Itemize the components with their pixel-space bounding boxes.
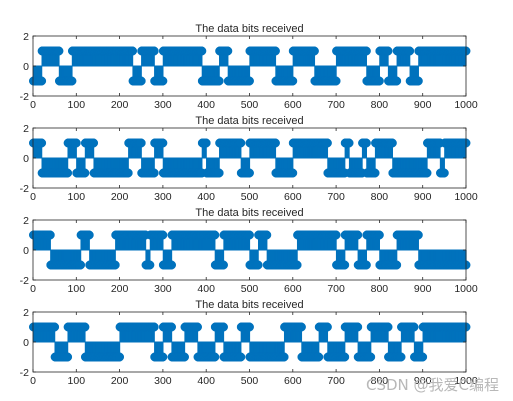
stem-marker [370,168,380,178]
x-tick-label: 500 [241,191,259,203]
y-tick-label: 2 [23,123,29,135]
stem-marker [288,168,298,178]
stem-marker [136,138,146,148]
x-tick-label: 400 [197,99,215,111]
x-tick-label: 600 [284,191,302,203]
stem-marker [214,76,224,86]
stem-marker [201,138,211,148]
subplot-1: The data bits received 0 100 200 300 400 500 60… [20,23,478,111]
stem-marker [223,46,233,56]
y-tick-label: -2 [20,91,29,103]
x-tick-label: 800 [371,191,389,203]
stem-marker [214,168,224,178]
stem-marker [158,76,168,86]
y-tick-label: 2 [23,31,29,43]
x-tick-label: 0 [30,191,36,203]
stem-marker [54,46,64,56]
stem-marker [89,138,99,148]
stem-marker [344,138,354,148]
stem-marker [149,168,159,178]
x-tick-label: 100 [68,99,86,111]
stem-marker [37,76,47,86]
x-tick-label: 500 [241,99,259,111]
stem-marker [288,76,298,86]
stem-marker [310,46,319,56]
x-tick-label: 1000 [454,99,478,111]
x-tick-label: 900 [414,191,432,203]
x-tick-label: 800 [371,99,389,111]
stem-marker [128,46,138,56]
y-tick-label: 0 [23,61,29,73]
x-tick-label: 700 [327,191,345,203]
stem-marker [71,138,81,148]
stem-marker [361,138,371,148]
stem-marker [67,76,77,86]
y-tick-label: -2 [20,183,29,195]
stem-marker [271,46,280,56]
stem-marker [63,168,73,178]
chart-title: The data bits received [195,115,303,127]
stem-marker [439,168,449,178]
stem-marker [405,46,415,56]
stem-marker [123,168,133,178]
stem-marker [413,76,423,86]
stem-marker [383,46,393,56]
stem-marker [374,76,384,86]
x-tick-label: 100 [68,191,86,203]
stem-marker [37,138,47,148]
x-tick-label: 1000 [454,191,478,203]
stem-marker [422,168,432,178]
chart-title: The data bits received [195,207,303,219]
stem-marker [236,138,246,148]
stem-marker [392,76,402,86]
x-tick-label: 700 [327,99,345,111]
x-tick-label: 200 [111,99,129,111]
stem-marker [136,76,146,86]
stem-marker [245,168,254,178]
stem-marker [149,46,159,56]
stem-marker [158,138,168,148]
x-tick-label: 300 [154,99,172,111]
chart-title: The data bits received [195,23,303,35]
stem-marker [331,76,341,86]
stem-marker [361,46,371,56]
x-tick-label: 300 [154,191,172,203]
y-tick-label: 0 [23,153,29,165]
subplot-2: The data bits received 0 100 200 300 400 500 60… [20,115,478,203]
x-tick-label: 600 [284,99,302,111]
stem-marker [271,138,280,148]
stem-marker [197,46,207,56]
x-tick-label: 900 [414,99,432,111]
x-tick-label: 200 [111,191,129,203]
x-tick-label: 0 [30,99,36,111]
stem-marker [387,138,397,148]
stem-marker [245,76,254,86]
stem-marker [322,138,332,148]
x-tick-label: 400 [197,191,215,203]
stem-marker [80,168,90,178]
